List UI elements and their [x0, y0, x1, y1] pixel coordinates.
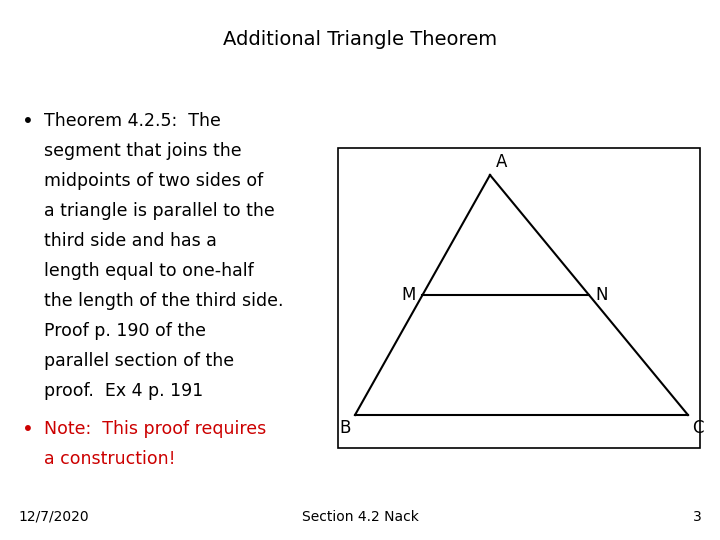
Text: 12/7/2020: 12/7/2020 [18, 510, 89, 524]
Text: Additional Triangle Theorem: Additional Triangle Theorem [223, 30, 497, 49]
Text: third side and has a: third side and has a [44, 232, 217, 250]
Text: •: • [22, 112, 34, 131]
Text: 3: 3 [693, 510, 702, 524]
Text: length equal to one-half: length equal to one-half [44, 262, 253, 280]
Text: a triangle is parallel to the: a triangle is parallel to the [44, 202, 275, 220]
Text: A: A [496, 153, 508, 171]
Text: parallel section of the: parallel section of the [44, 352, 234, 370]
Text: N: N [595, 286, 608, 304]
Text: the length of the third side.: the length of the third side. [44, 292, 284, 310]
Text: C: C [692, 419, 703, 437]
Text: •: • [22, 420, 34, 439]
Text: a construction!: a construction! [44, 450, 176, 468]
Text: midpoints of two sides of: midpoints of two sides of [44, 172, 264, 190]
Text: Proof p. 190 of the: Proof p. 190 of the [44, 322, 206, 340]
Text: proof.  Ex 4 p. 191: proof. Ex 4 p. 191 [44, 382, 203, 400]
Text: Section 4.2 Nack: Section 4.2 Nack [302, 510, 418, 524]
Text: Theorem 4.2.5:  The: Theorem 4.2.5: The [44, 112, 221, 130]
Text: B: B [340, 419, 351, 437]
Text: Note:  This proof requires: Note: This proof requires [44, 420, 266, 438]
Text: segment that joins the: segment that joins the [44, 142, 242, 160]
Bar [338, 148, 700, 448]
Text: M: M [402, 286, 416, 304]
